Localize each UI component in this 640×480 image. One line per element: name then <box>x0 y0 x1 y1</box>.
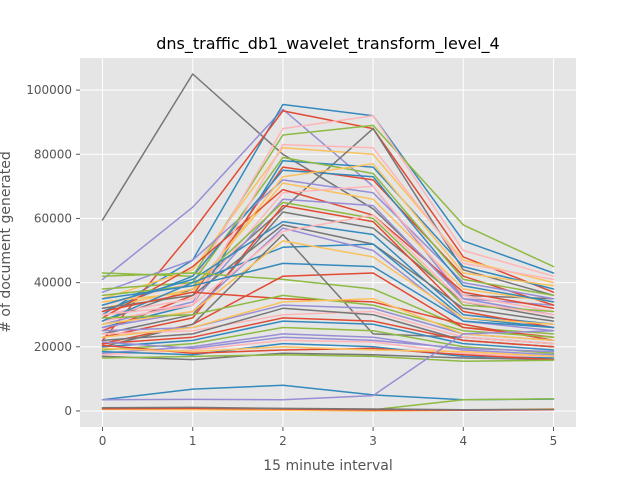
x-axis-label: 15 minute interval <box>263 458 392 474</box>
series-line-21 <box>101 220 555 326</box>
x-tick-label: 4 <box>459 434 467 448</box>
series-line-47 <box>101 346 555 358</box>
series-line-31 <box>101 262 555 329</box>
series-lines <box>101 73 555 412</box>
series-line-6 <box>101 115 555 306</box>
series-line-39 <box>101 317 555 348</box>
series-line-8 <box>101 159 555 329</box>
series-line-14 <box>101 169 555 313</box>
series-line-48 <box>101 336 555 353</box>
series-line-10 <box>101 179 555 300</box>
x-tick-label: 0 <box>99 434 107 448</box>
series-line-35 <box>101 310 555 345</box>
series-line-30 <box>101 240 555 326</box>
x-tick-label: 5 <box>550 434 558 448</box>
series-line-17 <box>101 198 555 326</box>
x-tick-label: 1 <box>189 434 197 448</box>
chart-title: dns_traffic_db1_wavelet_transform_level_… <box>156 34 499 54</box>
series-line-22 <box>101 204 555 338</box>
axis-ticks: 0 1 2 3 4 5 0 20000 40000 60000 80000 100000 <box>26 83 557 448</box>
series-line-20 <box>101 143 555 322</box>
series-line-28 <box>101 214 555 316</box>
series-line-45 <box>101 344 555 361</box>
y-tick-label: 80000 <box>34 147 72 161</box>
x-tick-label: 3 <box>369 434 377 448</box>
series-line-3 <box>101 110 555 342</box>
series-line-23 <box>101 224 555 322</box>
y-axis-label: # of document generated <box>0 151 14 333</box>
series-line-19 <box>101 163 555 303</box>
series-line-46 <box>101 354 555 362</box>
series-line-2 <box>101 103 555 316</box>
series-line-0 <box>101 73 555 300</box>
series-line-37 <box>101 297 555 342</box>
x-tick-label: 2 <box>279 434 287 448</box>
y-tick-label: 60000 <box>34 211 72 225</box>
series-line-12 <box>101 182 555 310</box>
series-line-44 <box>101 342 555 359</box>
y-tick-label: 100000 <box>26 83 72 97</box>
y-tick-label: 20000 <box>34 340 72 354</box>
series-line-54 <box>101 406 555 411</box>
y-tick-label: 0 <box>64 404 72 418</box>
series-line-40 <box>101 326 555 354</box>
series-line-1 <box>101 108 555 306</box>
y-tick-label: 40000 <box>34 276 72 290</box>
series-line-43 <box>101 352 555 361</box>
series-line-38 <box>101 320 555 351</box>
series-line-50 <box>101 329 555 401</box>
series-line-13 <box>101 185 555 316</box>
